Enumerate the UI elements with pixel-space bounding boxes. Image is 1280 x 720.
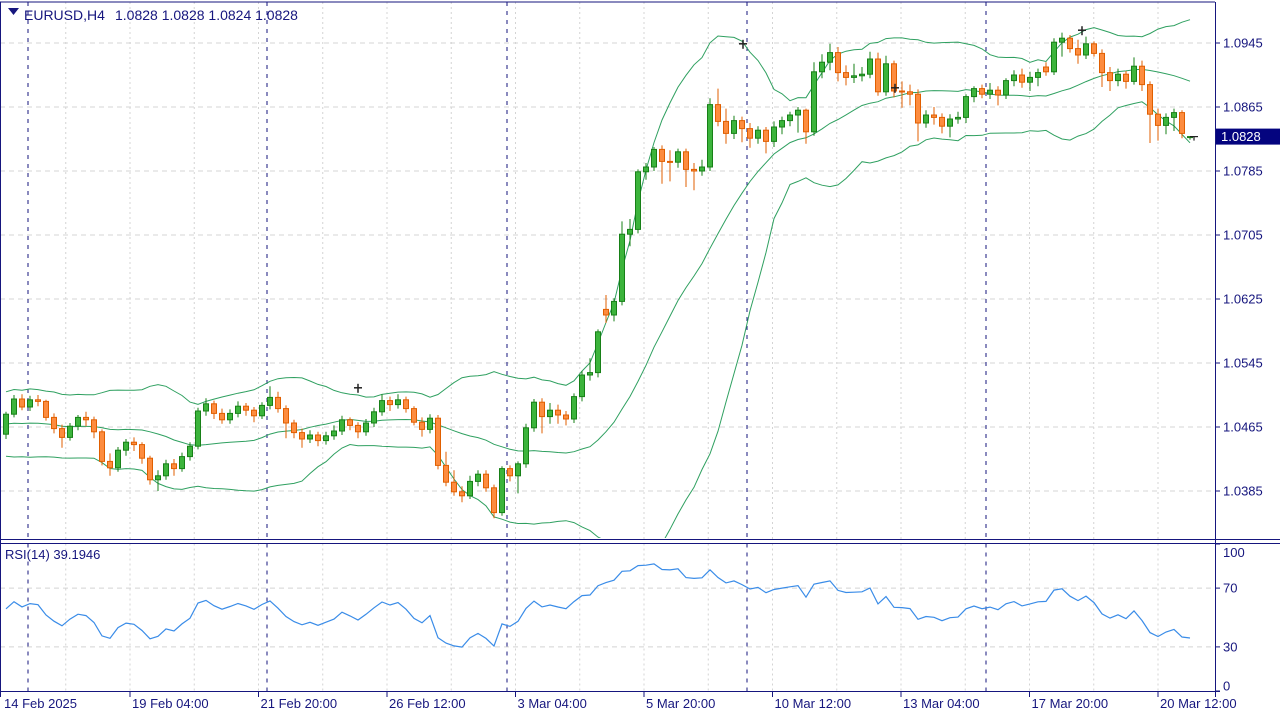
time-axis-label: 17 Mar 20:00 bbox=[1032, 696, 1109, 711]
bollinger-bands bbox=[5, 19, 1191, 538]
time-axis-label: 10 Mar 12:00 bbox=[775, 696, 852, 711]
price-axis-label: 1.0705 bbox=[1223, 228, 1263, 243]
price-axis[interactable]: 1.0945 1.0865 1.0785 1.0705 1.0625 1.0545 1.04… bbox=[1215, 36, 1263, 499]
price-axis-label: 1.0785 bbox=[1223, 164, 1263, 179]
trade-markers bbox=[354, 26, 1198, 393]
chart-title-symbol: EURUSD,H4 bbox=[24, 7, 105, 23]
current-price-tag: 1.0828 bbox=[1216, 128, 1280, 145]
time-axis[interactable]: 14 Feb 2025 19 Feb 04:00 21 Feb 20:00 26 Fe… bbox=[4, 691, 1237, 711]
price-axis-label: 1.0865 bbox=[1223, 100, 1263, 115]
time-axis-label: 20 Mar 12:00 bbox=[1160, 696, 1237, 711]
time-axis-label: 21 Feb 20:00 bbox=[261, 696, 338, 711]
chart-title-ohlc: 1.0828 1.0828 1.0824 1.0828 bbox=[115, 7, 298, 23]
time-axis-label: 14 Feb 2025 bbox=[4, 696, 77, 711]
time-axis-label: 26 Feb 12:00 bbox=[389, 696, 466, 711]
rsi-axis[interactable]: 100 70 30 0 bbox=[1215, 543, 1245, 694]
rsi-indicator-label: RSI(14) 39.1946 bbox=[5, 547, 100, 562]
time-axis-label: 13 Mar 04:00 bbox=[903, 696, 980, 711]
price-axis-label: 1.0465 bbox=[1223, 420, 1263, 435]
gridlines bbox=[0, 2, 1215, 691]
rsi-indicator bbox=[5, 563, 1191, 648]
time-axis-label: 3 Mar 04:00 bbox=[518, 696, 587, 711]
candlesticks bbox=[3, 32, 1193, 519]
symbol-dropdown-icon[interactable] bbox=[8, 8, 19, 15]
rsi-axis-label: 0 bbox=[1223, 679, 1230, 694]
time-axis-label: 19 Feb 04:00 bbox=[132, 696, 209, 711]
price-axis-label: 1.0945 bbox=[1223, 36, 1263, 51]
time-axis-label: 5 Mar 20:00 bbox=[646, 696, 715, 711]
price-axis-label: 1.0625 bbox=[1223, 292, 1263, 307]
week-separators bbox=[27, 2, 987, 691]
rsi-axis-label: 70 bbox=[1223, 581, 1237, 596]
rsi-line bbox=[5, 563, 1191, 648]
price-axis-label: 1.0545 bbox=[1223, 356, 1263, 371]
chart-frame bbox=[0, 1, 1280, 697]
current-price-value: 1.0828 bbox=[1221, 129, 1261, 144]
rsi-axis-label: 30 bbox=[1223, 639, 1237, 654]
rsi-axis-label: 100 bbox=[1223, 545, 1245, 560]
price-axis-label: 1.0385 bbox=[1223, 484, 1263, 499]
